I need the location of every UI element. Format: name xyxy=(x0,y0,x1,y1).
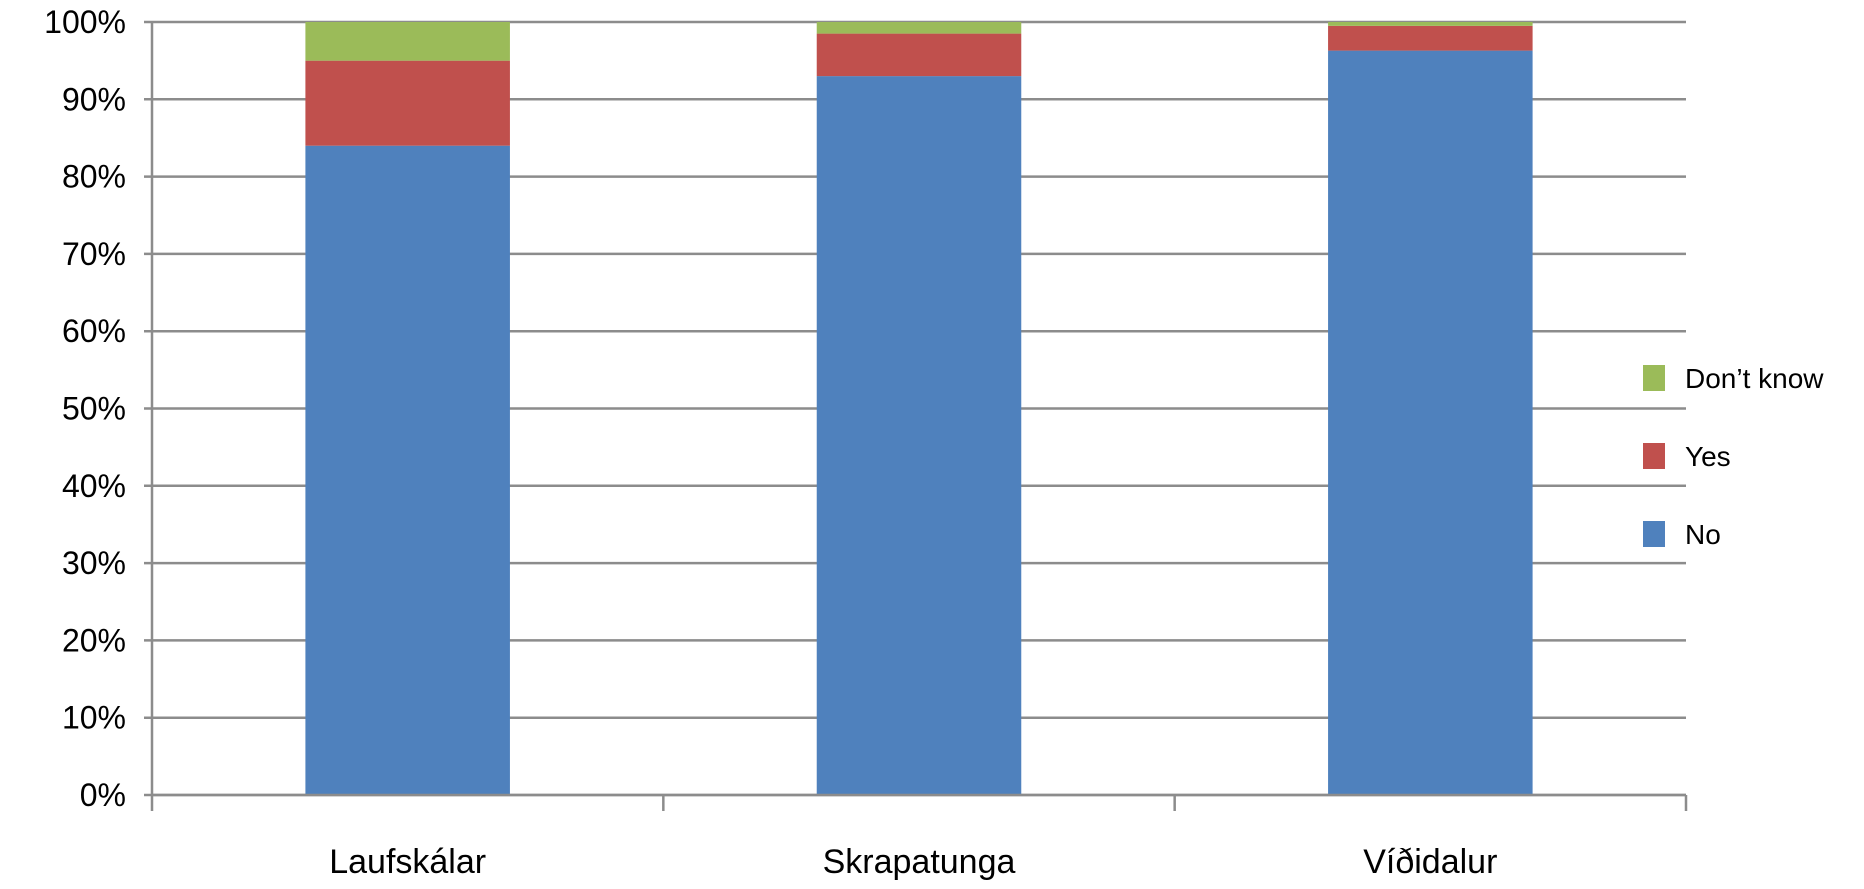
y-tick-label: 80% xyxy=(62,159,126,195)
bar-laufskalar-no xyxy=(305,145,510,795)
bar-laufskalar-don-t-know xyxy=(305,22,510,61)
bar-skrapatunga-don-t-know xyxy=(816,22,1022,34)
x-category-label: Skrapatunga xyxy=(823,843,1016,881)
bar-vi-idalur-yes xyxy=(1328,25,1533,51)
axes: 0% 10% 20% 30% 40% 50% 60% 70% 80% 90% 100% Laufská… xyxy=(44,4,1688,881)
legend-swatch-no xyxy=(1643,521,1665,547)
y-tick-label: 100% xyxy=(44,4,126,40)
y-tick-label: 0% xyxy=(80,777,126,813)
legend-swatch-don-t-know xyxy=(1643,365,1665,391)
legend: Don’t know Yes No xyxy=(1643,363,1824,550)
y-tick-label: 30% xyxy=(62,545,126,581)
y-tick-label: 60% xyxy=(62,313,126,349)
y-tick-label: 40% xyxy=(62,468,126,504)
y-tick-label: 10% xyxy=(62,700,126,736)
y-tick-label: 50% xyxy=(62,391,126,427)
y-tick-label: 20% xyxy=(62,622,126,658)
x-category-label: Víðidalur xyxy=(1363,843,1497,881)
bar-laufskalar-yes xyxy=(305,60,510,146)
bars xyxy=(305,22,1533,796)
y-tick-label: 70% xyxy=(62,236,126,272)
bar-skrapatunga-yes xyxy=(816,33,1022,77)
y-tick-label: 90% xyxy=(62,81,126,117)
bar-vi-idalur-don-t-know xyxy=(1328,22,1533,26)
x-category-label: Laufskálar xyxy=(329,843,486,881)
legend-label-yes: Yes xyxy=(1685,441,1731,472)
legend-swatch-yes xyxy=(1643,443,1665,469)
bar-skrapatunga-no xyxy=(816,76,1022,796)
legend-label-no: No xyxy=(1685,519,1721,550)
bar-vi-idalur-no xyxy=(1328,50,1533,795)
legend-label-don-t-know: Don’t know xyxy=(1685,363,1824,394)
